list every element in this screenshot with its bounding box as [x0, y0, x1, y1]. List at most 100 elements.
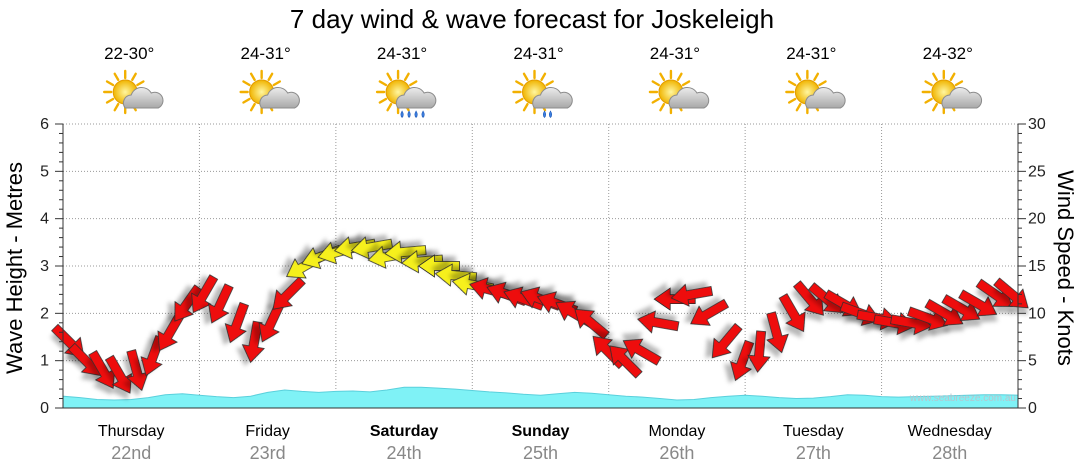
sun-ray [545, 80, 554, 87]
sun-ray [403, 72, 410, 82]
right-tick-label: 20 [1028, 211, 1046, 228]
wind-arrow [670, 283, 714, 307]
day-name-label: Wednesday [908, 423, 992, 440]
left-tick-label: 1 [40, 353, 49, 370]
right-tick-label: 10 [1028, 305, 1046, 322]
chart-axes: 0 1 2 3 4 5 6 0 5 10 15 20 25 30 [40, 116, 1046, 417]
day-temperature: 24-31° [786, 44, 836, 63]
right-tick-label: 15 [1028, 258, 1046, 275]
wind-arrow [272, 276, 306, 310]
rain-drop [400, 110, 404, 118]
left-tick-label: 5 [40, 163, 49, 180]
rain-drop [407, 110, 411, 118]
watermark: www.seabreeze.com.au [909, 393, 1016, 404]
wind-arrow [941, 294, 981, 322]
wind-arrow [207, 283, 234, 324]
rain-drop [421, 110, 425, 118]
day-temperature: 24-31° [513, 44, 563, 63]
wind-arrow [924, 298, 964, 326]
wind-arrow [350, 236, 394, 260]
sun-ray [515, 80, 524, 87]
chart-grid [63, 123, 1018, 408]
light-shower-icon [512, 69, 573, 118]
left-tick-label: 3 [40, 258, 49, 275]
sun-ray [408, 80, 418, 87]
sun-ray [932, 72, 938, 82]
daily-temperature-row: 22-30° 24-31° 24-31° 24-31° 24-31° 24-31° 24-3… [103, 44, 983, 118]
sun-ray [924, 80, 933, 87]
sun-ray [105, 80, 115, 87]
day-temperature: 24-31° [241, 44, 291, 63]
day-date-label: 25th [523, 443, 558, 463]
sun-ray [136, 80, 145, 87]
wind-arrow [224, 301, 249, 344]
sun-ray [795, 72, 802, 82]
wind-arrow [140, 335, 165, 377]
wind-arrow [711, 322, 743, 359]
wind-arrow [766, 311, 789, 354]
sun-ray [113, 72, 120, 82]
cloud-shape [123, 87, 164, 109]
left-tick-label: 6 [40, 116, 49, 133]
day-temperature: 22-30° [104, 44, 154, 63]
left-tick-label: 0 [40, 400, 49, 417]
sun-ray [378, 97, 388, 104]
wind-arrow [88, 349, 116, 389]
wind-arrow [174, 284, 203, 322]
sun-ray [651, 97, 661, 104]
day-name-label: Friday [245, 423, 289, 440]
day-temperature: 24-32° [923, 44, 973, 63]
sun-ray [242, 97, 251, 104]
sun-ray [949, 72, 956, 82]
wind-arrow [241, 320, 265, 364]
sun-ray [676, 72, 683, 82]
sun-ray [659, 72, 666, 82]
sun-ray [272, 80, 282, 87]
cloud-shape [259, 87, 300, 109]
sun-ray [522, 102, 529, 112]
cloud-shape [668, 87, 710, 109]
wind-arrow [191, 274, 219, 314]
day-name-label: Thursday [98, 423, 165, 440]
sun-ray [515, 97, 524, 104]
wind-arrow [958, 289, 998, 317]
wind-arrow [574, 308, 610, 340]
sun-ray [249, 72, 256, 82]
rain-drop [414, 110, 418, 118]
day-date-label: 27th [796, 443, 831, 463]
wind-arrows [51, 236, 1029, 394]
sun-ray [681, 80, 691, 87]
partly-cloudy-icon [103, 69, 164, 115]
day-temperature: 24-31° [377, 44, 427, 63]
wind-arrow [105, 354, 132, 394]
wave-height-area [62, 386, 1019, 409]
cloud-shape [532, 87, 573, 109]
rain-drop [548, 110, 553, 118]
right-axis-label: Wind Speed - Knots [1053, 170, 1078, 366]
partly-cloudy-icon [921, 69, 983, 115]
sun-ray [267, 72, 274, 82]
wind-arrow [690, 298, 730, 326]
wind-arrow [417, 254, 460, 278]
wind-arrow [778, 293, 806, 333]
day-date-label: 22nd [111, 443, 151, 463]
sun-ray [522, 72, 529, 82]
sun-ray [932, 102, 938, 112]
day-labels: Thursday 22nd Friday 23rd Saturday 24th Sunday… [98, 423, 992, 463]
left-tick-label: 4 [40, 211, 49, 228]
right-tick-label: 30 [1028, 116, 1046, 133]
day-date-label: 24th [387, 443, 422, 463]
sun-ray [795, 102, 802, 112]
right-tick-label: 5 [1028, 353, 1037, 370]
sun-ray [954, 80, 964, 87]
sun-ray [787, 97, 797, 104]
sun-ray [818, 80, 827, 87]
day-name-label: Saturday [370, 423, 439, 440]
day-date-label: 23rd [250, 443, 286, 463]
sun-ray [924, 97, 933, 104]
wind-arrow [729, 339, 755, 382]
sun-ray [787, 80, 797, 87]
cloud-shape [805, 87, 846, 109]
rain-drop [542, 110, 547, 118]
